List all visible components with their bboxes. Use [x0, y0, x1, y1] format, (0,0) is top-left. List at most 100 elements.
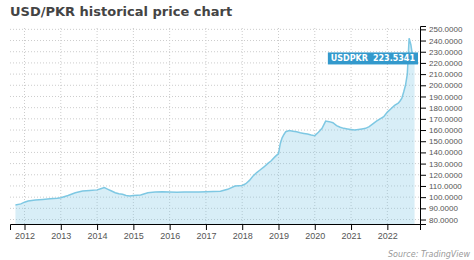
x-tick-label: 2018: [233, 231, 253, 241]
x-tick: 2014: [88, 224, 108, 241]
y-tick-mark: [420, 130, 426, 131]
grid-line: [10, 96, 420, 97]
x-tick-label: 2014: [88, 231, 108, 241]
x-tick: 2016: [160, 224, 180, 241]
y-tick: 250.0000: [420, 25, 463, 34]
y-tick-label: 130.0000: [429, 160, 463, 169]
y-tick: 180.0000: [420, 104, 463, 113]
title: USD/PKR historical price chart: [10, 4, 232, 19]
x-tick: 2017: [196, 224, 216, 241]
y-tick-mark: [420, 85, 426, 86]
y-tick-mark: [420, 63, 426, 64]
y-tick: 90.0000: [420, 204, 458, 213]
x-tick-label: 2015: [124, 231, 144, 241]
y-tick-label: 110.0000: [429, 182, 462, 191]
y-tick-mark: [420, 141, 426, 142]
y-tick-label: 240.0000: [429, 37, 463, 46]
chart: 2012 2013 2014 2015 2016 2017 2018 2019 2020 2021…: [0, 0, 474, 260]
y-tick-label: 80.0000: [429, 216, 458, 225]
y-axis: 80.0000 90.0000 100.0000 110.0000 120.0000 13…: [420, 25, 463, 224]
x-tick-label: 2012: [15, 231, 35, 241]
y-tick-mark: [420, 96, 426, 97]
x-tick: 2018: [233, 224, 253, 241]
y-tick: 150.0000: [420, 137, 463, 146]
y-tick-label: 170.0000: [429, 115, 463, 124]
source: Source: TradingView: [388, 250, 470, 259]
y-tick-mark: [420, 74, 426, 75]
grid-line: [10, 29, 420, 30]
y-tick: 120.0000: [420, 171, 463, 180]
x-tick: 2020: [305, 224, 325, 241]
x-tick-mark: [61, 224, 62, 230]
y-tick-mark: [420, 52, 426, 53]
grid-line: [10, 107, 420, 108]
annotation: USDPKR223.5341: [328, 52, 418, 64]
y-tick-mark: [420, 197, 426, 198]
x-tick: 2021: [342, 224, 362, 241]
y-tick: 190.0000: [420, 93, 463, 102]
annotation-box: [328, 52, 418, 64]
y-tick-mark: [420, 186, 426, 187]
grid-line: [10, 85, 420, 86]
y-tick-mark: [420, 208, 426, 209]
x-axis-line: [11, 225, 421, 231]
y-tick-mark: [420, 108, 426, 109]
y-tick-mark: [420, 29, 426, 30]
y-axis-line: [421, 27, 427, 225]
grid-line: [10, 118, 420, 119]
y-tick-label: 220.0000: [429, 59, 463, 68]
x-tick-mark: [278, 224, 279, 230]
x-tick-label: 2021: [342, 231, 362, 241]
x-tick: 2019: [269, 224, 289, 241]
y-tick-label: 200.0000: [429, 81, 463, 90]
grid-line: [60, 26, 61, 224]
x-tick-mark: [315, 224, 316, 230]
grid-line: [133, 26, 134, 224]
y-tick-mark: [420, 164, 426, 165]
x-tick-label: 2020: [305, 231, 325, 241]
y-tick-label: 230.0000: [429, 48, 463, 57]
y-tick-label: 250.0000: [429, 25, 463, 34]
y-tick: 80.0000: [420, 216, 458, 225]
y-tick-label: 100.0000: [429, 193, 463, 202]
x-tick-label: 2016: [160, 231, 180, 241]
x-tick-label: 2017: [196, 231, 216, 241]
y-tick: 170.0000: [420, 115, 463, 124]
grid-line: [24, 26, 25, 224]
y-tick-label: 120.0000: [429, 171, 463, 180]
y-tick: 220.0000: [420, 59, 463, 68]
x-tick: 2022: [378, 224, 398, 241]
y-tick: 100.0000: [420, 193, 463, 202]
y-tick-mark: [420, 119, 426, 120]
y-tick-label: 150.0000: [429, 137, 463, 146]
x-tick-mark: [351, 224, 352, 230]
y-tick-mark: [420, 41, 426, 42]
x-tick: 2013: [51, 224, 71, 241]
x-tick: 2015: [124, 224, 144, 241]
y-tick-label: 90.0000: [429, 204, 458, 213]
y-tick-label: 190.0000: [429, 93, 463, 102]
y-tick-label: 140.0000: [429, 148, 463, 157]
x-tick: 2012: [15, 224, 35, 241]
annotation-label: 223.5341: [373, 54, 415, 63]
x-axis: 2012 2013 2014 2015 2016 2017 2018 2019 2020 2021…: [11, 224, 421, 241]
area: [15, 38, 414, 224]
y-tick: 140.0000: [420, 148, 463, 157]
y-tick-mark: [420, 220, 426, 221]
x-tick-mark: [133, 224, 134, 230]
y-tick: 230.0000: [420, 48, 463, 57]
x-tick-mark: [387, 224, 388, 230]
y-tick-mark: [420, 152, 426, 153]
y-tick: 160.0000: [420, 126, 463, 135]
grid-line: [10, 40, 420, 41]
y-tick-label: 210.0000: [429, 70, 463, 79]
y-tick-label: 180.0000: [429, 104, 463, 113]
plot-area: [15, 38, 414, 224]
x-tick-mark: [25, 224, 26, 230]
x-tick-label: 2019: [269, 231, 289, 241]
y-tick: 240.0000: [420, 37, 463, 46]
x-tick-label: 2013: [51, 231, 71, 241]
x-tick-label: 2022: [378, 231, 398, 241]
grid-line: [10, 51, 420, 52]
y-tick: 110.0000: [420, 182, 462, 191]
